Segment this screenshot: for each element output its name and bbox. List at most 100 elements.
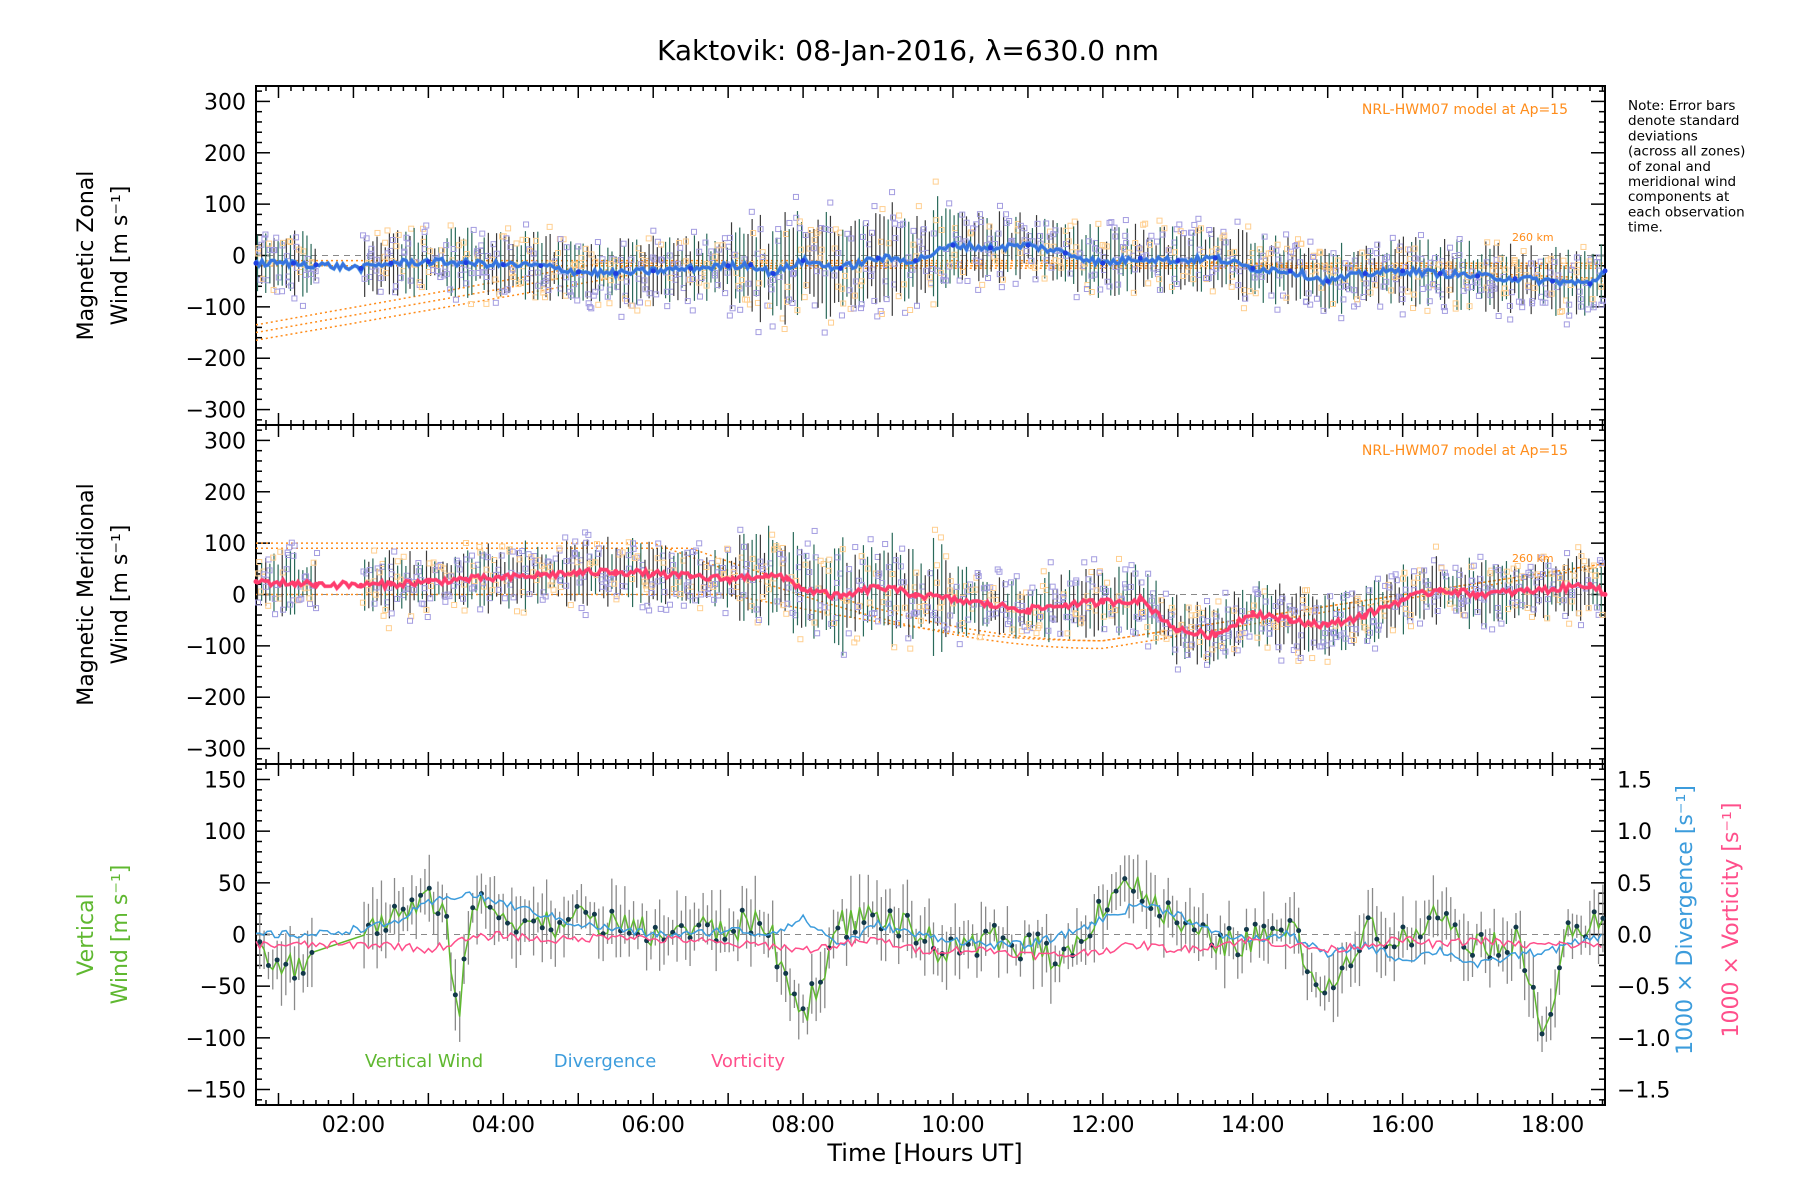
- vertical-wind-point: [300, 970, 306, 976]
- zone-marker: [1194, 605, 1201, 612]
- zone-marker: [1018, 616, 1025, 623]
- zone-marker: [909, 597, 916, 604]
- zone-marker: [1589, 296, 1596, 303]
- zone-marker: [847, 305, 854, 312]
- vertical-wind-point: [1174, 920, 1180, 926]
- zone-marker: [1297, 259, 1304, 266]
- zone-marker: [1182, 641, 1189, 648]
- zone-marker: [770, 276, 777, 283]
- zone-marker: [1159, 231, 1166, 238]
- zone-marker: [789, 299, 796, 306]
- zone-marker: [382, 239, 389, 246]
- zone-marker: [256, 559, 263, 566]
- zone-marker: [461, 607, 468, 614]
- zone-marker: [959, 211, 966, 218]
- altitude-label-meridional: 260 km: [1512, 552, 1554, 565]
- zone-marker: [822, 270, 829, 277]
- zone-marker: [877, 238, 884, 245]
- zone-marker: [1560, 257, 1567, 264]
- zone-marker: [1021, 225, 1028, 232]
- vertical-wind-point: [452, 992, 458, 998]
- zone-marker: [1261, 588, 1268, 595]
- zone-marker: [748, 208, 755, 215]
- zone-marker: [1407, 611, 1414, 618]
- zone-marker: [642, 582, 649, 589]
- zone-marker: [1195, 215, 1202, 222]
- zone-marker: [1487, 286, 1494, 293]
- y-axis-label: Wind [m s⁻¹]: [108, 865, 133, 1005]
- zone-marker: [1566, 301, 1573, 308]
- zone-marker: [784, 600, 791, 607]
- zone-marker: [993, 596, 1000, 603]
- zone-marker: [1026, 233, 1033, 240]
- zone-marker: [1213, 265, 1220, 272]
- zone-marker: [783, 230, 790, 237]
- meridional-wind-panel: 300 200 100 0 −100 −200 −300 Magnetic Meridiona…: [74, 424, 1608, 765]
- zone-marker: [1456, 571, 1463, 578]
- zone-marker: [879, 579, 886, 586]
- zone-marker: [765, 586, 772, 593]
- zone-marker: [885, 564, 892, 571]
- zone-marker: [1234, 647, 1241, 654]
- zone-marker: [1443, 573, 1450, 580]
- zone-marker: [1204, 598, 1211, 605]
- zone-marker: [831, 272, 838, 279]
- zone-marker: [852, 278, 859, 285]
- data-point: [613, 270, 619, 276]
- zone-marker: [447, 222, 454, 229]
- zone-marker: [1478, 262, 1485, 269]
- zone-marker: [1528, 260, 1535, 267]
- zone-marker: [923, 608, 930, 615]
- zone-marker: [546, 559, 553, 566]
- zone-marker: [1283, 231, 1290, 238]
- zone-marker: [510, 274, 517, 281]
- data-point: [1250, 609, 1256, 615]
- zone-marker: [1029, 584, 1036, 591]
- zone-marker: [882, 541, 889, 548]
- zone-marker: [825, 567, 832, 574]
- zone-marker: [1057, 630, 1064, 637]
- zone-marker: [279, 569, 286, 576]
- zone-marker: [283, 566, 290, 573]
- zone-marker: [1568, 598, 1575, 605]
- zone-marker: [371, 547, 378, 554]
- vertical-wind-point: [896, 933, 902, 939]
- data-point: [1512, 589, 1518, 595]
- y-axis-label: Magnetic Zonal: [74, 171, 99, 341]
- zone-marker: [1351, 287, 1358, 294]
- zone-marker: [1376, 622, 1383, 629]
- zone-marker: [760, 566, 767, 573]
- zone-marker: [1006, 618, 1013, 625]
- zone-marker: [724, 269, 731, 276]
- vertical-wind-point: [852, 929, 858, 935]
- zone-marker: [405, 240, 412, 247]
- vertical-wind-point: [1330, 985, 1336, 991]
- data-point: [1025, 242, 1031, 248]
- zone-marker: [534, 269, 541, 276]
- zone-marker: [566, 288, 573, 295]
- zone-marker: [442, 598, 449, 605]
- vertical-wind-point: [783, 970, 789, 976]
- zone-marker: [657, 605, 664, 612]
- zone-marker: [400, 553, 407, 560]
- zone-marker: [567, 602, 574, 609]
- x-tick-label: 18:00: [1521, 1113, 1584, 1138]
- y2-axis-label-divergence: 1000 × Divergence [s⁻¹]: [1673, 785, 1698, 1055]
- zone-marker: [1423, 603, 1430, 610]
- zone-marker: [1231, 248, 1238, 255]
- zone-marker: [696, 293, 703, 300]
- zone-marker: [1470, 562, 1477, 569]
- data-point: [1175, 258, 1181, 264]
- zone-marker: [1235, 282, 1242, 289]
- zone-marker: [1123, 239, 1130, 246]
- zone-marker: [1475, 292, 1482, 299]
- zone-marker: [789, 271, 796, 278]
- y-tick-label: −200: [186, 686, 246, 711]
- zone-marker: [731, 565, 738, 572]
- data-point: [1137, 597, 1143, 603]
- vertical-wind-point: [774, 964, 780, 970]
- zone-marker: [1402, 605, 1409, 612]
- zone-marker: [388, 610, 395, 617]
- vertical-wind-point: [470, 905, 476, 911]
